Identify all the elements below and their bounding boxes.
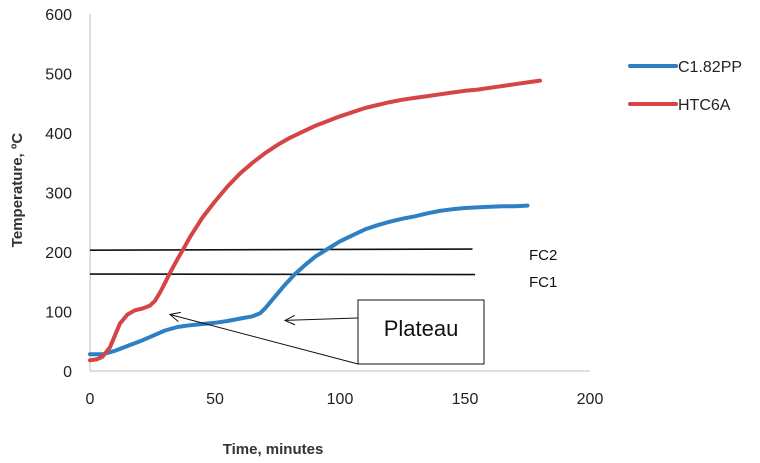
- annotation-arrow-line: [284, 317, 359, 321]
- x-tick-label: 100: [327, 391, 354, 408]
- y-axis-title: Temperature, ºC: [9, 133, 26, 248]
- legend-label: C1.82PP: [678, 59, 742, 76]
- y-tick-label: 400: [45, 126, 72, 143]
- legend: C1.82PP HTC6A: [628, 59, 742, 114]
- y-tick-label: 0: [63, 364, 72, 381]
- y-tick-label: 500: [45, 67, 72, 84]
- legend-label: HTC6A: [678, 97, 731, 114]
- axis-frame: [89, 14, 590, 372]
- y-ticks: 0 100 200 300 400 500 600: [45, 7, 72, 381]
- annotation-box: [357, 299, 485, 365]
- x-tick-label: 150: [452, 391, 479, 408]
- x-axis-title: Time, minutes: [223, 441, 324, 458]
- reference-lines: FC2 FC1: [89, 247, 557, 291]
- annotation-arrowhead: [168, 311, 181, 323]
- x-ticks: 0 50 100 150 200: [86, 391, 604, 408]
- series-line-c1-82pp: [88, 203, 530, 357]
- annotation-arrowhead: [283, 314, 296, 326]
- annotation-text: Plateau: [384, 316, 459, 341]
- x-tick-label: 50: [206, 391, 224, 408]
- x-tick-label: 200: [577, 391, 604, 408]
- x-tick-label: 0: [86, 391, 95, 408]
- series-lines: [88, 78, 542, 363]
- plateau-annotation: Plateau: [168, 299, 485, 365]
- reference-label-fc2: FC2: [529, 247, 557, 264]
- y-tick-label: 600: [45, 7, 72, 24]
- y-tick-label: 200: [45, 245, 72, 262]
- y-tick-label: 100: [45, 305, 72, 322]
- y-tick-label: 300: [45, 186, 72, 203]
- reference-line-fc1: [89, 273, 476, 276]
- annotation-arrow-line: [169, 313, 359, 365]
- series-line-htc6a: [88, 78, 542, 363]
- reference-line-fc2: [89, 248, 473, 252]
- reference-label-fc1: FC1: [529, 274, 557, 291]
